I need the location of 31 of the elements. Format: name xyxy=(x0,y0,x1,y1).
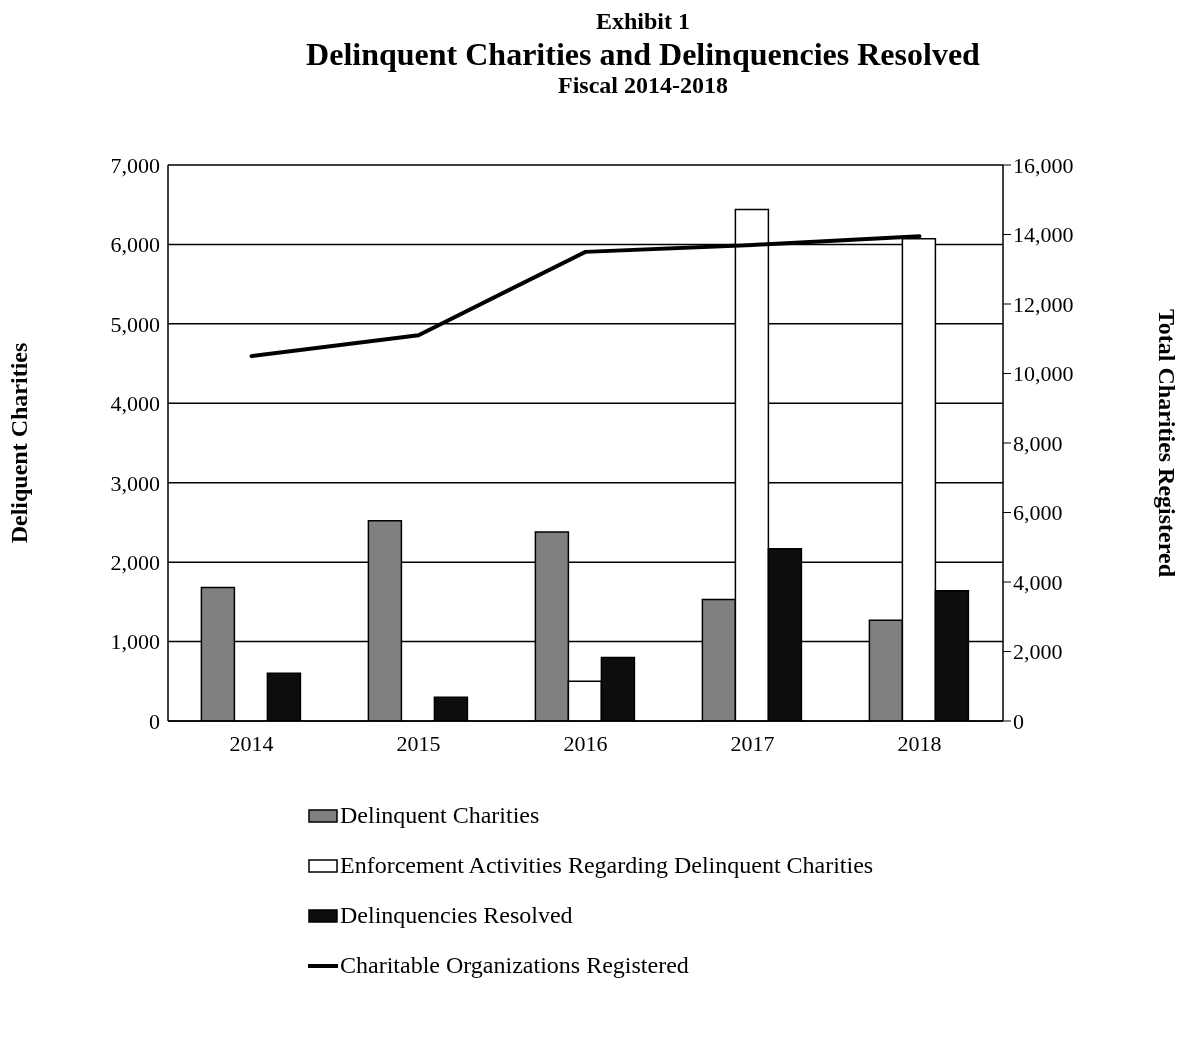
legend-label: Delinquent Charities xyxy=(340,802,540,830)
y-tick-label: 2,000 xyxy=(110,549,160,575)
y2-tick-label: 12,000 xyxy=(1013,291,1074,317)
y2-tick-label: 8,000 xyxy=(1013,430,1063,456)
y-tick-label: 1,000 xyxy=(110,629,160,655)
y2-axis-title: Total Charities Registered xyxy=(1154,308,1181,578)
legend-label: Enforcement Activities Regarding Delinquent Charities xyxy=(340,852,874,880)
y2-tick-label: 4,000 xyxy=(1013,569,1063,595)
x-tick-label: 2016 xyxy=(563,730,608,756)
y2-tick-label: 14,000 xyxy=(1013,222,1074,248)
y-tick-label: 5,000 xyxy=(110,311,160,337)
y-tick-label: 7,000 xyxy=(110,152,160,178)
y2-tick-label: 6,000 xyxy=(1013,500,1063,526)
y-tick-label: 4,000 xyxy=(110,391,160,417)
y2-tick-label: 16,000 xyxy=(1013,152,1074,178)
y-axis-title: Deliquent Charities xyxy=(5,342,32,544)
y2-tick-label: 10,000 xyxy=(1013,361,1074,387)
legend-label: Delinquencies Resolved xyxy=(340,902,573,930)
chart-subtitle: Fiscal 2014-2018 xyxy=(557,72,729,100)
chart-title: Delinquent Charities and Delinquencies Resolved xyxy=(305,35,981,73)
y2-tick-label: 0 xyxy=(1013,708,1024,734)
x-tick-label: 2015 xyxy=(396,730,441,756)
y-tick-label: 0 xyxy=(149,708,160,734)
x-tick-label: 2018 xyxy=(897,730,942,756)
y-tick-label: 3,000 xyxy=(110,470,160,496)
x-tick-label: 2017 xyxy=(730,730,775,756)
legend-label: Charitable Organizations Registered xyxy=(340,952,689,980)
y-tick-label: 6,000 xyxy=(110,232,160,258)
x-tick-label: 2014 xyxy=(229,730,274,756)
text: Exhibit 1 xyxy=(595,8,691,36)
y2-tick-label: 2,000 xyxy=(1013,639,1063,665)
